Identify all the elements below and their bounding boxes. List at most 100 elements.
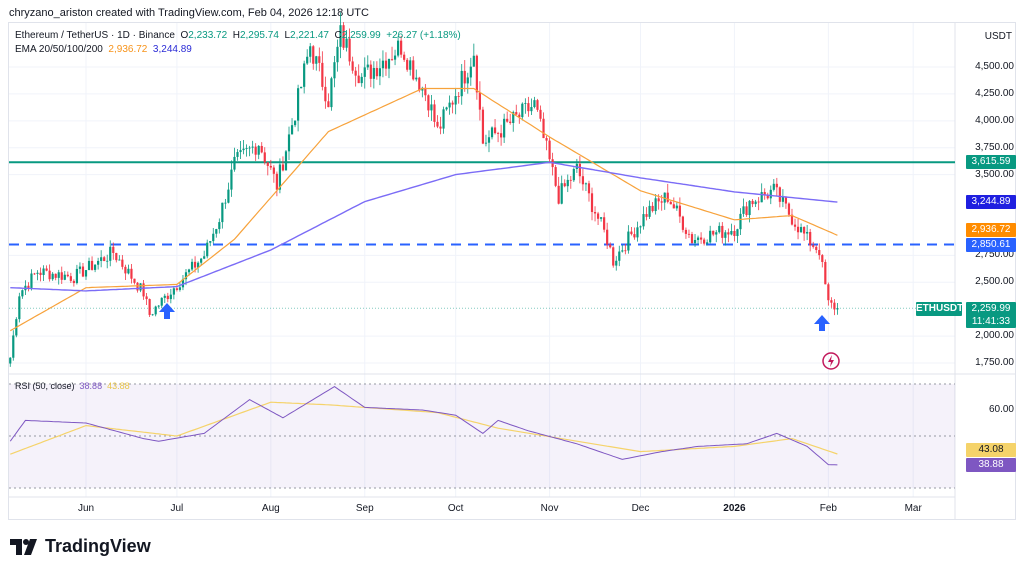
candle-body <box>400 40 403 55</box>
candle-body <box>242 148 245 151</box>
candle-body <box>615 260 618 266</box>
candle-body <box>606 229 609 245</box>
candle-body <box>178 287 182 290</box>
candle-body <box>669 201 672 205</box>
candle-body <box>699 237 703 240</box>
candle-body <box>415 77 418 80</box>
candle-body <box>330 78 333 108</box>
price-axis-tick: 2,750.00 <box>975 249 1014 261</box>
candle-body <box>742 206 745 214</box>
candle-body <box>142 283 145 297</box>
candle-body <box>160 297 163 306</box>
support-price-tag: 2,850.61 <box>966 238 1016 252</box>
candle-body <box>784 196 788 204</box>
candle-body <box>118 259 121 261</box>
close-value: 2,259.99 <box>341 30 381 41</box>
candle-body <box>572 169 575 181</box>
candle-body <box>490 127 494 138</box>
candle-body <box>175 288 178 290</box>
candle-body <box>593 212 597 214</box>
candle-body <box>384 60 388 69</box>
symbol-name: Ethereum / TetherUS · 1D · Binance <box>15 30 175 41</box>
candle-body <box>484 142 488 144</box>
candle-body <box>360 76 363 84</box>
ema50-value: 2,936.72 <box>108 44 148 55</box>
candle-body <box>721 225 724 238</box>
candle-body <box>581 176 585 185</box>
candle-body <box>603 217 606 230</box>
candle-body <box>393 55 397 60</box>
candle-body <box>554 167 557 186</box>
candle-body <box>578 163 581 177</box>
candle-body <box>727 232 730 235</box>
rsi-ma-tag: 43.08 <box>966 443 1016 457</box>
candle-body <box>221 202 224 223</box>
candle-body <box>148 299 151 315</box>
candle-body <box>309 46 312 57</box>
candle-body <box>21 290 24 297</box>
candle-body <box>33 273 36 275</box>
candle-body <box>103 257 106 262</box>
candle-body <box>730 230 733 235</box>
candle-body <box>324 86 327 102</box>
candle-body <box>260 145 263 153</box>
candle-body <box>121 259 124 267</box>
candle-body <box>30 273 33 288</box>
candle-body <box>569 179 572 181</box>
candle-body <box>539 109 542 119</box>
rsi-ma-line <box>10 401 838 455</box>
candle-body <box>733 230 736 237</box>
candle-body <box>754 201 757 205</box>
candle-body <box>633 234 636 238</box>
candle-body <box>287 134 291 152</box>
candle-body <box>318 56 321 63</box>
candle-body <box>357 75 360 84</box>
candle-body <box>12 335 15 358</box>
candle-body <box>630 231 633 235</box>
ema200-price-tag: 3,244.89 <box>966 195 1016 209</box>
candle-body <box>557 185 560 204</box>
candle-body <box>342 25 345 48</box>
candle-body <box>612 247 615 266</box>
candle-body <box>60 272 63 280</box>
candle-body <box>206 242 209 257</box>
candle-body <box>542 118 545 139</box>
candle-body <box>181 279 185 288</box>
candle-body <box>93 264 97 270</box>
candle-body <box>351 61 354 71</box>
candle-body <box>827 284 830 301</box>
candle-body <box>90 260 94 270</box>
candle-body <box>66 274 69 277</box>
candle-body <box>369 64 372 79</box>
candle-body <box>281 164 285 171</box>
time-axis-tick: Feb <box>819 503 837 514</box>
candle-body <box>790 214 794 225</box>
candle-body <box>139 283 142 291</box>
candle-body <box>396 40 400 56</box>
candle-body <box>263 152 266 163</box>
currency-label[interactable]: USDT <box>984 31 1012 42</box>
candle-body <box>536 100 539 110</box>
candle-body <box>81 266 85 277</box>
price-axis-tick: 4,500.00 <box>975 61 1014 72</box>
candle-body <box>472 55 475 67</box>
candle-body <box>693 239 697 244</box>
candle-body <box>248 147 251 149</box>
candle-body <box>197 262 200 268</box>
candle-body <box>36 272 39 274</box>
candle-body <box>251 146 254 148</box>
candle-body <box>209 241 212 243</box>
candle-body <box>284 151 288 171</box>
candle-body <box>678 205 681 217</box>
candle-body <box>460 70 463 97</box>
candle-body <box>830 300 833 303</box>
candle-body <box>387 58 391 69</box>
candle-body <box>163 295 166 298</box>
candle-body <box>224 202 227 204</box>
candle-body <box>306 56 309 64</box>
candle-body <box>187 269 191 273</box>
candle-body <box>69 276 72 281</box>
candle-body <box>642 214 645 227</box>
last-price-tag: 2,259.99 11:41:33 <box>966 302 1016 328</box>
